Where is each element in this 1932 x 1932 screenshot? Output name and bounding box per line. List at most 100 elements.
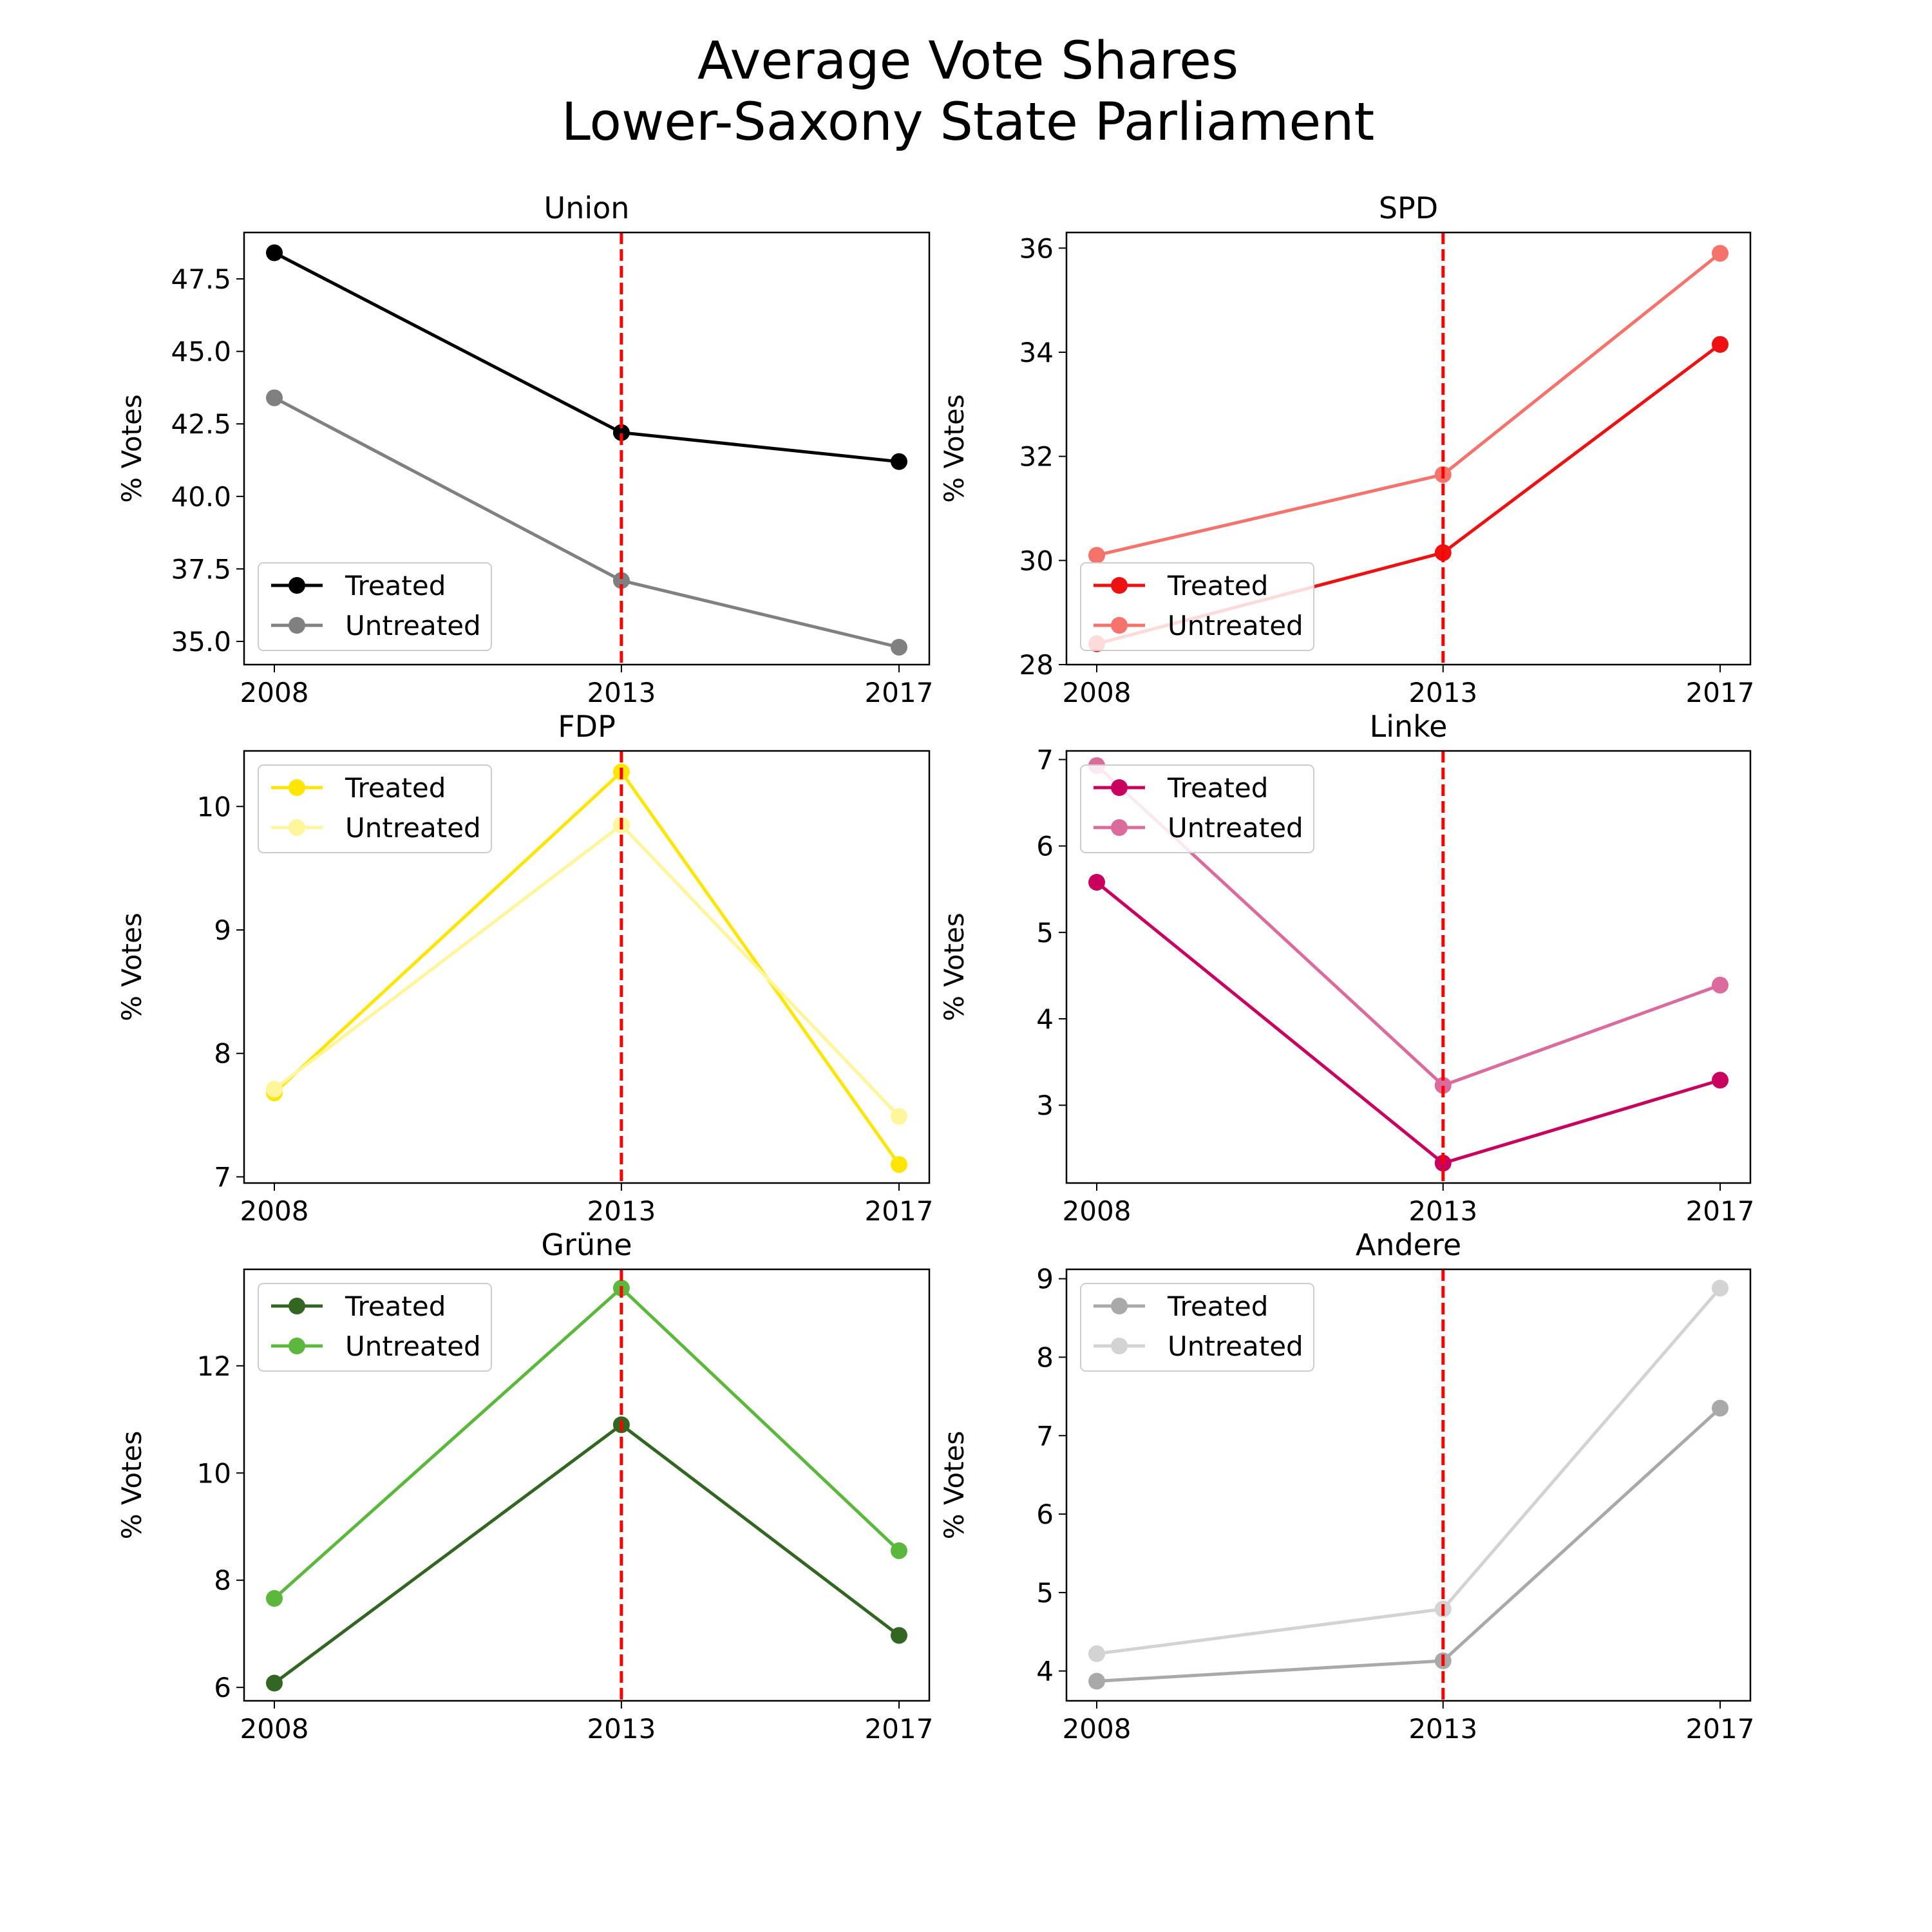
legend-label-untreated: Untreated — [1168, 610, 1303, 641]
figure-title-line2: Lower-Saxony State Parliament — [562, 92, 1375, 153]
data-point-untreated-2008 — [266, 1081, 283, 1098]
y-axis-label: % Votes — [938, 394, 970, 503]
y-tick-label: 35.0 — [171, 626, 231, 658]
y-tick-label: 5 — [1036, 917, 1054, 949]
y-axis-label: % Votes — [938, 913, 970, 1021]
y-tick-label: 7 — [1036, 744, 1054, 775]
legend-marker-untreated — [289, 1338, 305, 1354]
subplot-linke: Linke % Votes 3 4 5 6 7 2008 2013 2017 Treated Untr… — [938, 709, 1754, 1227]
x-tick-label: 2017 — [865, 677, 934, 708]
legend-label-treated: Treated — [345, 1291, 446, 1322]
subplot-title: Linke — [1370, 709, 1448, 744]
y-tick-label: 4 — [1036, 1656, 1054, 1687]
data-point-treated-2017 — [891, 453, 907, 470]
y-tick-label: 7 — [214, 1161, 231, 1193]
data-point-untreated-2008 — [266, 1590, 283, 1607]
data-point-untreated-2008 — [1088, 1645, 1105, 1662]
legend-marker-untreated — [289, 819, 305, 836]
data-point-untreated-2013 — [612, 572, 630, 589]
legend-marker-untreated — [1111, 617, 1128, 634]
y-tick-label: 9 — [1036, 1264, 1054, 1295]
legend-label-untreated: Untreated — [345, 610, 481, 641]
legend: Treated Untreated — [1080, 764, 1314, 853]
plot-frame — [1065, 750, 1752, 1184]
legend-label-treated: Treated — [345, 772, 446, 804]
x-tick-label: 2008 — [240, 1195, 309, 1227]
data-point-treated-2008 — [1088, 1672, 1105, 1690]
y-tick-label: 6 — [1036, 831, 1054, 862]
data-point-untreated-2017 — [1712, 245, 1728, 262]
x-tick-label: 2008 — [240, 1713, 309, 1745]
y-tick-label: 4 — [1036, 1003, 1054, 1035]
y-tick-label: 6 — [1036, 1499, 1054, 1530]
legend-label-treated: Treated — [345, 570, 446, 601]
y-tick-label: 30 — [1019, 545, 1054, 576]
y-tick-label: 8 — [214, 1565, 231, 1596]
x-tick-label: 2008 — [240, 677, 309, 708]
y-tick-label: 47.5 — [171, 263, 231, 295]
x-tick-label: 2013 — [587, 1713, 656, 1745]
plot-frame — [243, 750, 931, 1184]
legend: Treated Untreated — [1080, 1283, 1314, 1372]
subplot-title: Andere — [1356, 1227, 1461, 1262]
data-point-treated-2017 — [891, 1156, 907, 1173]
y-tick-label: 42.5 — [171, 408, 231, 440]
y-tick-label: 34 — [1019, 337, 1054, 368]
y-tick-label: 8 — [1036, 1341, 1054, 1373]
x-tick-label: 2017 — [1686, 1713, 1755, 1745]
x-tick-label: 2017 — [865, 1195, 934, 1227]
y-tick-label: 10 — [197, 791, 231, 822]
data-point-treated-2008 — [266, 244, 283, 261]
subplot-title: SPD — [1379, 191, 1438, 225]
plot-frame — [243, 1268, 931, 1702]
data-point-untreated-2013 — [1434, 1077, 1452, 1094]
data-point-treated-2008 — [1088, 873, 1105, 891]
y-tick-label: 5 — [1036, 1577, 1054, 1609]
data-point-treated-2017 — [1712, 1399, 1728, 1417]
x-tick-label: 2013 — [587, 677, 656, 708]
y-tick-label: 7 — [1036, 1420, 1054, 1452]
subplot-grune: Grüne % Votes 6 8 10 12 2008 2013 2017 Treated Unt… — [116, 1227, 933, 1745]
plot-area — [266, 244, 907, 656]
y-tick-label: 36 — [1019, 232, 1054, 264]
y-tick-label: 40.0 — [171, 481, 231, 513]
y-tick-label: 9 — [214, 914, 231, 946]
x-tick-label: 2017 — [1686, 1195, 1755, 1227]
legend-label-treated: Treated — [1167, 570, 1268, 601]
x-tick-label: 2008 — [1063, 1195, 1132, 1227]
y-tick-label: 8 — [214, 1038, 231, 1070]
legend: Treated Untreated — [1080, 562, 1314, 651]
x-tick-label: 2013 — [1408, 677, 1477, 708]
subplot-grid: Union % Votes 35.0 37.5 40.0 42.5 45.0 47.5 2008… — [116, 191, 1754, 1745]
legend-marker-treated — [1111, 1298, 1128, 1314]
plot-frame — [1065, 1268, 1752, 1702]
y-axis-label: % Votes — [938, 1431, 970, 1540]
data-point-untreated-2017 — [891, 1542, 907, 1559]
x-tick-label: 2013 — [1408, 1713, 1477, 1745]
data-point-treated-2017 — [1712, 1072, 1728, 1089]
y-tick-label: 28 — [1019, 649, 1054, 681]
legend-marker-untreated — [1111, 819, 1128, 836]
x-tick-label: 2017 — [865, 1713, 934, 1745]
figure-title-line1: Average Vote Shares — [697, 31, 1238, 91]
legend-marker-untreated — [1111, 1338, 1128, 1354]
y-tick-label: 3 — [1036, 1090, 1054, 1121]
y-tick-label: 32 — [1019, 441, 1054, 473]
y-tick-label: 12 — [197, 1350, 231, 1382]
data-point-untreated-2017 — [891, 1108, 907, 1125]
x-tick-label: 2008 — [1063, 1713, 1132, 1745]
data-point-treated-2017 — [891, 1627, 907, 1644]
y-tick-label: 37.5 — [171, 553, 231, 585]
subplot-title: Grüne — [541, 1227, 632, 1262]
legend-marker-treated — [289, 779, 305, 796]
legend-label-treated: Treated — [1167, 772, 1268, 804]
subplot-fdp: FDP % Votes 7 8 9 10 2008 2013 2017 Treated Untrea… — [116, 709, 933, 1227]
x-tick-label: 2013 — [1408, 1195, 1477, 1227]
plot-frame — [243, 231, 931, 666]
data-point-treated-2008 — [266, 1674, 283, 1692]
y-tick-label: 10 — [197, 1457, 231, 1489]
subplot-spd: SPD % Votes 28 30 32 34 36 2008 2013 2017 Treated U… — [938, 191, 1754, 708]
data-point-untreated-2008 — [1088, 547, 1105, 564]
data-point-untreated-2017 — [1712, 976, 1728, 994]
